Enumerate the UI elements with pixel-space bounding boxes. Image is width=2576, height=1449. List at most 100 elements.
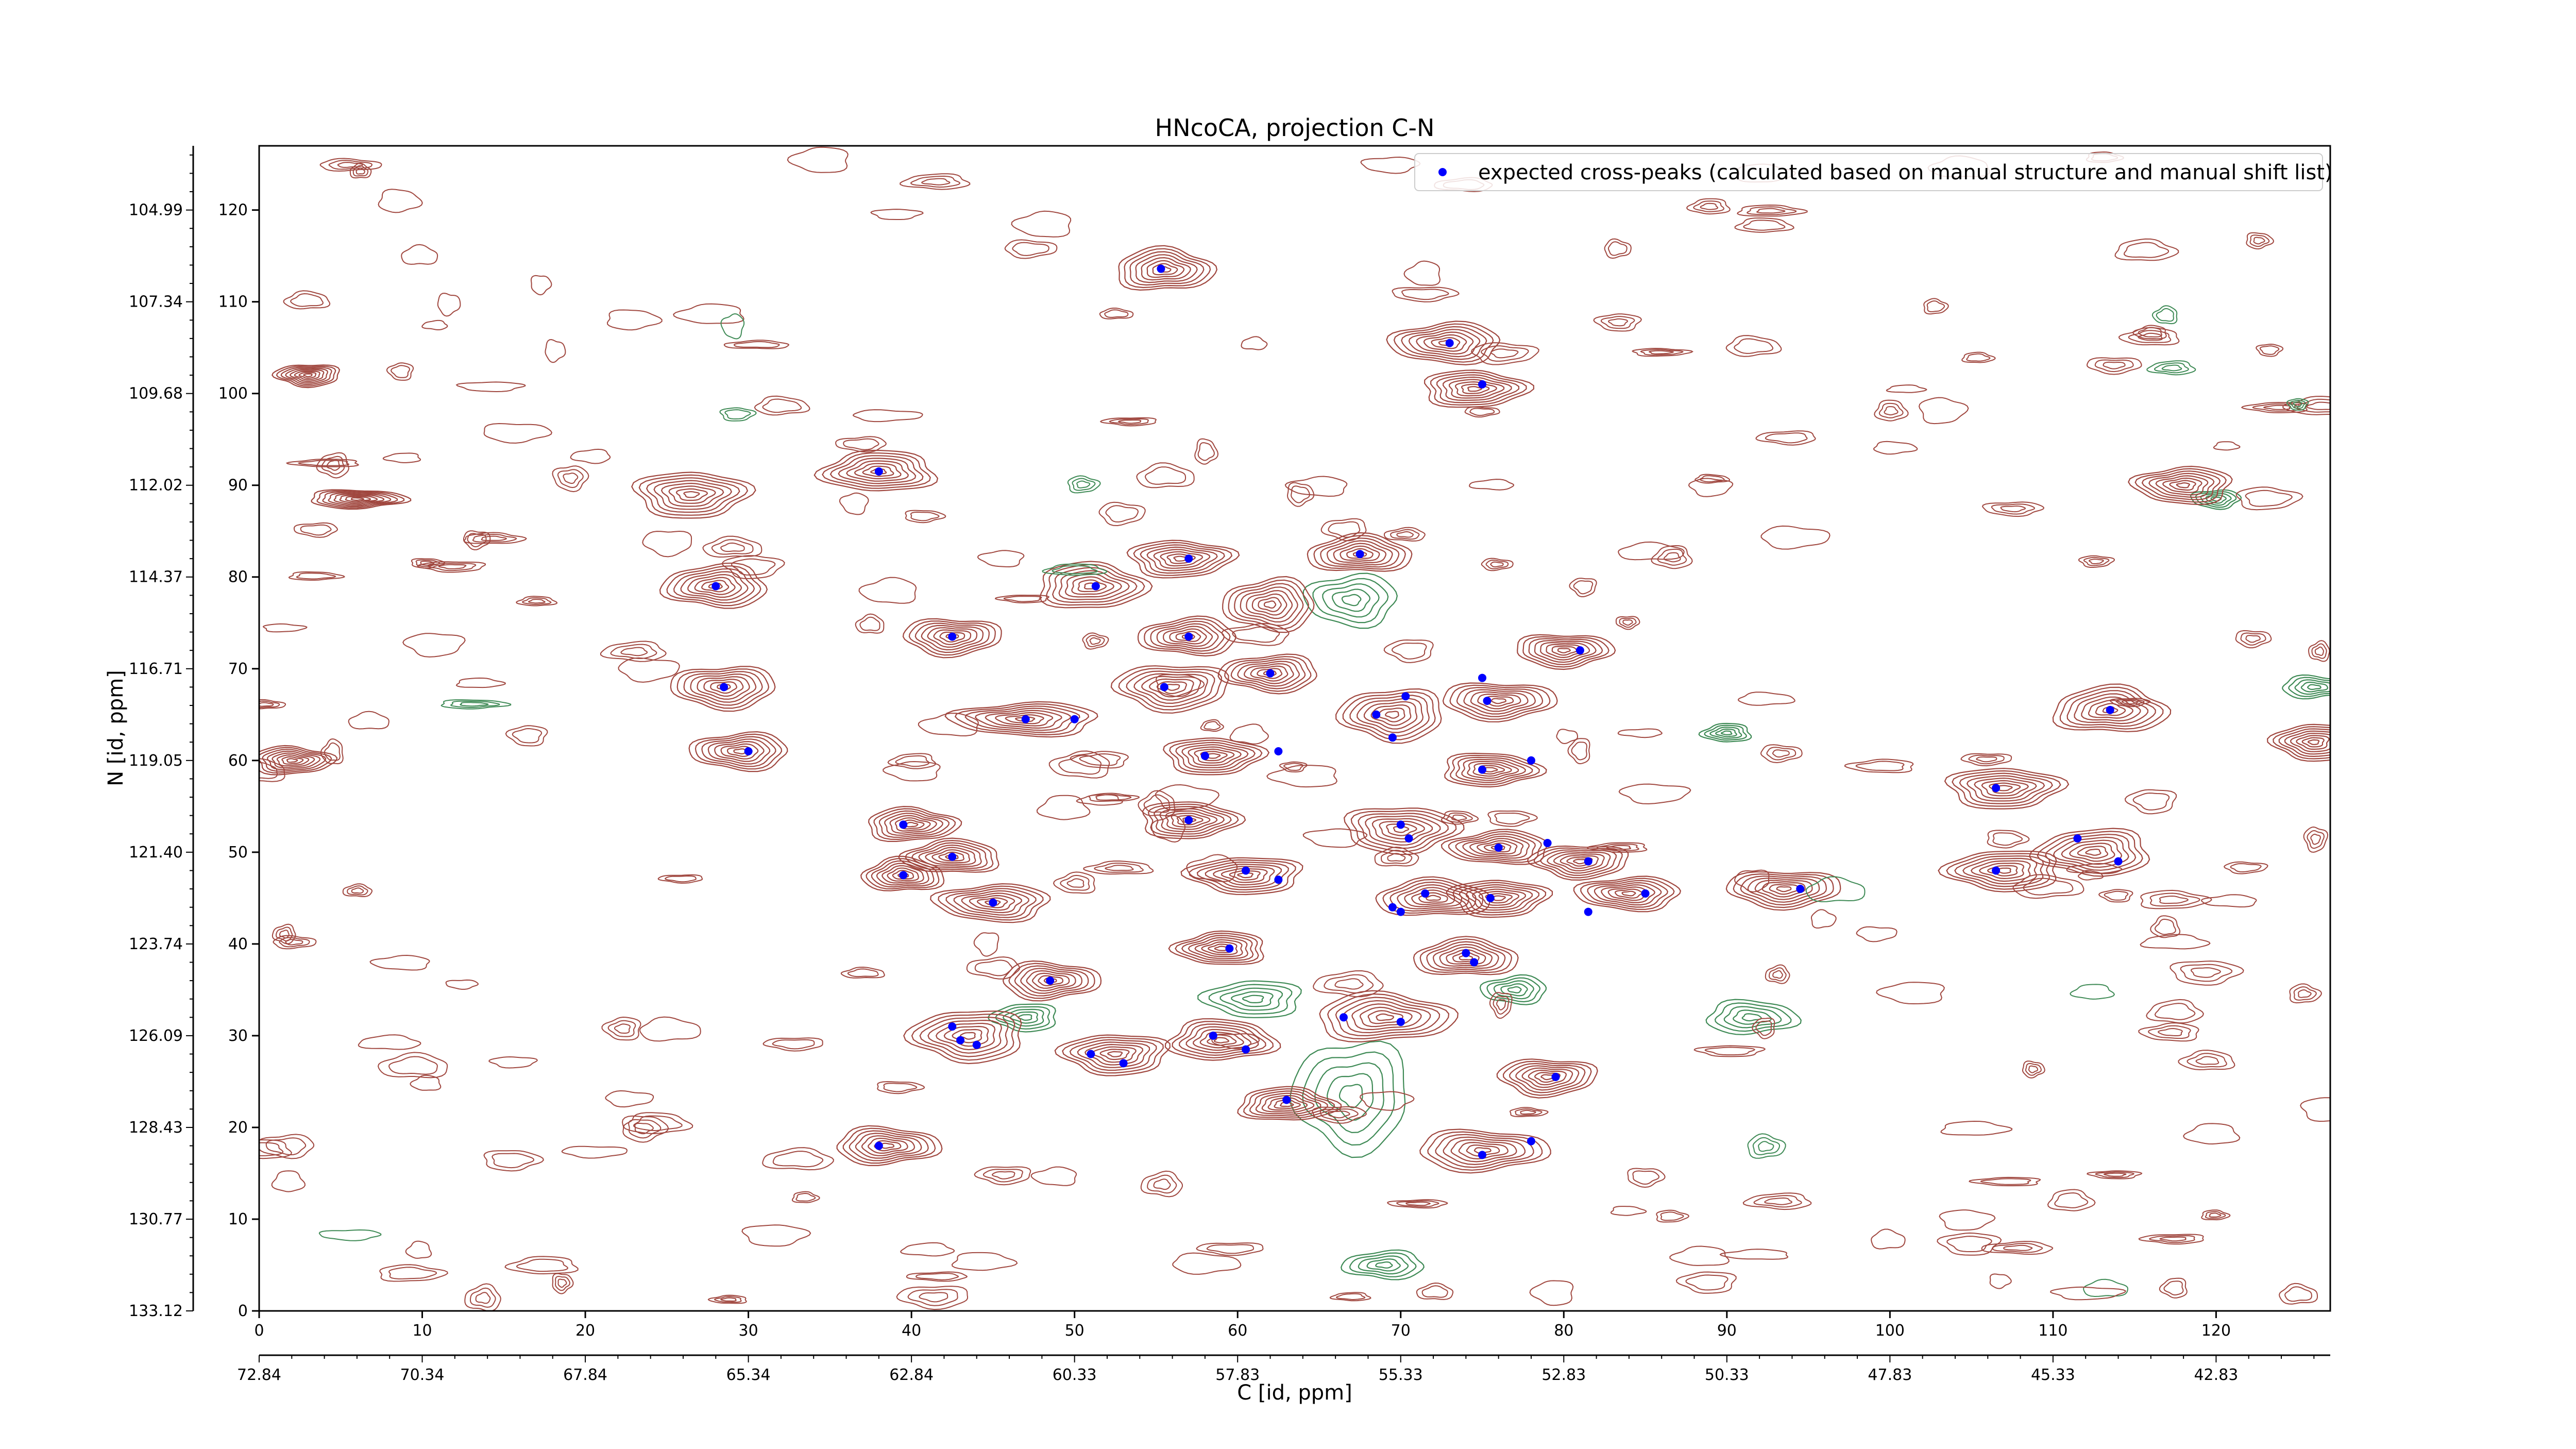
noise-contour bbox=[1003, 596, 1042, 602]
contour-line bbox=[938, 885, 1044, 921]
noise-contour bbox=[1752, 1017, 1775, 1039]
y-tick-label: 80 bbox=[228, 568, 248, 586]
noise-contour bbox=[512, 728, 543, 744]
noise-contour bbox=[719, 407, 757, 422]
contour-line bbox=[822, 452, 931, 489]
noise-contour bbox=[347, 885, 368, 896]
contour-line bbox=[1547, 851, 1611, 874]
contour-line bbox=[985, 710, 1062, 729]
contour-line bbox=[1470, 691, 1529, 712]
noise-contour bbox=[1627, 1168, 1666, 1188]
noise-contour bbox=[1939, 1209, 1996, 1231]
contour-line bbox=[911, 1013, 1015, 1061]
contour-line bbox=[1393, 826, 1410, 833]
contour-line bbox=[1959, 772, 2053, 804]
expected-cross-peak-marker bbox=[1184, 554, 1193, 563]
contour-line bbox=[2284, 730, 2330, 755]
contour-line bbox=[1335, 997, 1440, 1037]
x-tick-label: 120 bbox=[2201, 1322, 2231, 1340]
noise-contour bbox=[382, 452, 421, 463]
expected-cross-peak-marker bbox=[1478, 380, 1487, 389]
noise-contour bbox=[2158, 1027, 2183, 1036]
contour-line bbox=[1463, 689, 1536, 715]
contour-line bbox=[1147, 803, 1239, 837]
noise-contour bbox=[402, 633, 466, 658]
contour-line bbox=[1249, 1090, 1328, 1117]
noise-contour bbox=[1756, 208, 1786, 214]
legend-marker-icon bbox=[1438, 168, 1447, 176]
noise-contour bbox=[2109, 698, 2151, 707]
noise-contour bbox=[1383, 639, 1434, 663]
contour-line bbox=[1319, 990, 1459, 1042]
contour-line bbox=[894, 817, 931, 832]
noise-contour bbox=[1760, 525, 1831, 550]
contour-line bbox=[1432, 943, 1499, 969]
x-axis-index: 0 10 20 30 40 50 60 70 80 90 100 110 120 bbox=[254, 1311, 2231, 1340]
noise-contour bbox=[887, 753, 937, 769]
contour-line bbox=[1357, 698, 1424, 733]
noise-contour bbox=[1098, 501, 1146, 527]
noise-contour bbox=[2094, 359, 2134, 373]
contour-line bbox=[873, 808, 956, 840]
noise-contour bbox=[966, 956, 1021, 980]
noise-contour bbox=[1286, 482, 1315, 507]
noise-contours bbox=[259, 146, 2330, 1311]
contour-line bbox=[1231, 991, 1274, 1007]
noise-contour bbox=[754, 395, 810, 416]
ppm-x-tick-label: 50.33 bbox=[1705, 1366, 1749, 1384]
contour-line bbox=[1165, 810, 1218, 830]
contour-line bbox=[688, 731, 788, 772]
x-axis-ppm: 72.84 70.34 67.84 65.34 62.84 60.33 57.83 55.33… bbox=[237, 1354, 2330, 1384]
contour-line bbox=[697, 676, 750, 700]
noise-contour bbox=[1719, 1249, 1789, 1260]
ppm-y-tick-label: 114.37 bbox=[129, 568, 183, 586]
contour-line bbox=[1077, 579, 1107, 593]
contour-line bbox=[1486, 977, 1541, 1003]
contour-line bbox=[1221, 868, 1268, 883]
noise-contour bbox=[570, 448, 611, 464]
noise-contour bbox=[1648, 350, 1674, 355]
contour-line bbox=[1142, 801, 1246, 839]
ppm-x-tick-label: 62.84 bbox=[889, 1366, 934, 1384]
noise-contour bbox=[1685, 1274, 1728, 1291]
contour-line bbox=[925, 847, 976, 865]
contour-line bbox=[668, 485, 716, 504]
contour-line bbox=[2282, 674, 2330, 700]
contour-line bbox=[1458, 1141, 1509, 1160]
noise-contour bbox=[1693, 200, 1725, 212]
noise-contour bbox=[916, 1273, 959, 1280]
contour-line bbox=[1442, 376, 1512, 401]
noise-contour bbox=[1396, 531, 1414, 538]
expected-cross-peak-marker bbox=[1527, 1137, 1535, 1145]
positive-contour-peak bbox=[1168, 930, 1264, 965]
noise-contour bbox=[2303, 826, 2329, 853]
noise-contour bbox=[552, 465, 589, 493]
contour-line bbox=[1493, 980, 1534, 1000]
contour-line bbox=[1250, 665, 1289, 682]
noise-contour bbox=[1334, 978, 1364, 990]
contour-line bbox=[860, 855, 945, 891]
noise-contour bbox=[1089, 793, 1140, 802]
noise-contour bbox=[1320, 518, 1367, 542]
noise-contour bbox=[1079, 753, 1121, 766]
noise-contour bbox=[2310, 833, 2321, 845]
expected-cross-peak-marker bbox=[972, 1040, 981, 1049]
contour-line bbox=[1077, 1041, 1150, 1068]
noise-contour bbox=[2163, 1280, 2184, 1296]
contour-line bbox=[1099, 1049, 1130, 1060]
contour-line bbox=[1553, 853, 1605, 871]
contour-line bbox=[1988, 782, 2021, 794]
noise-contour bbox=[530, 275, 552, 296]
noise-contour bbox=[349, 162, 372, 179]
noise-contour bbox=[1144, 466, 1187, 485]
contour-line bbox=[918, 844, 982, 867]
noise-contour bbox=[606, 309, 663, 331]
contour-line bbox=[1371, 818, 1433, 843]
contour-line bbox=[328, 493, 392, 506]
noise-contour bbox=[994, 595, 1050, 603]
noise-contour bbox=[2148, 1235, 2195, 1243]
noise-contour bbox=[440, 699, 512, 710]
noise-contour bbox=[1186, 854, 1238, 882]
contour-line bbox=[1427, 1131, 1543, 1171]
